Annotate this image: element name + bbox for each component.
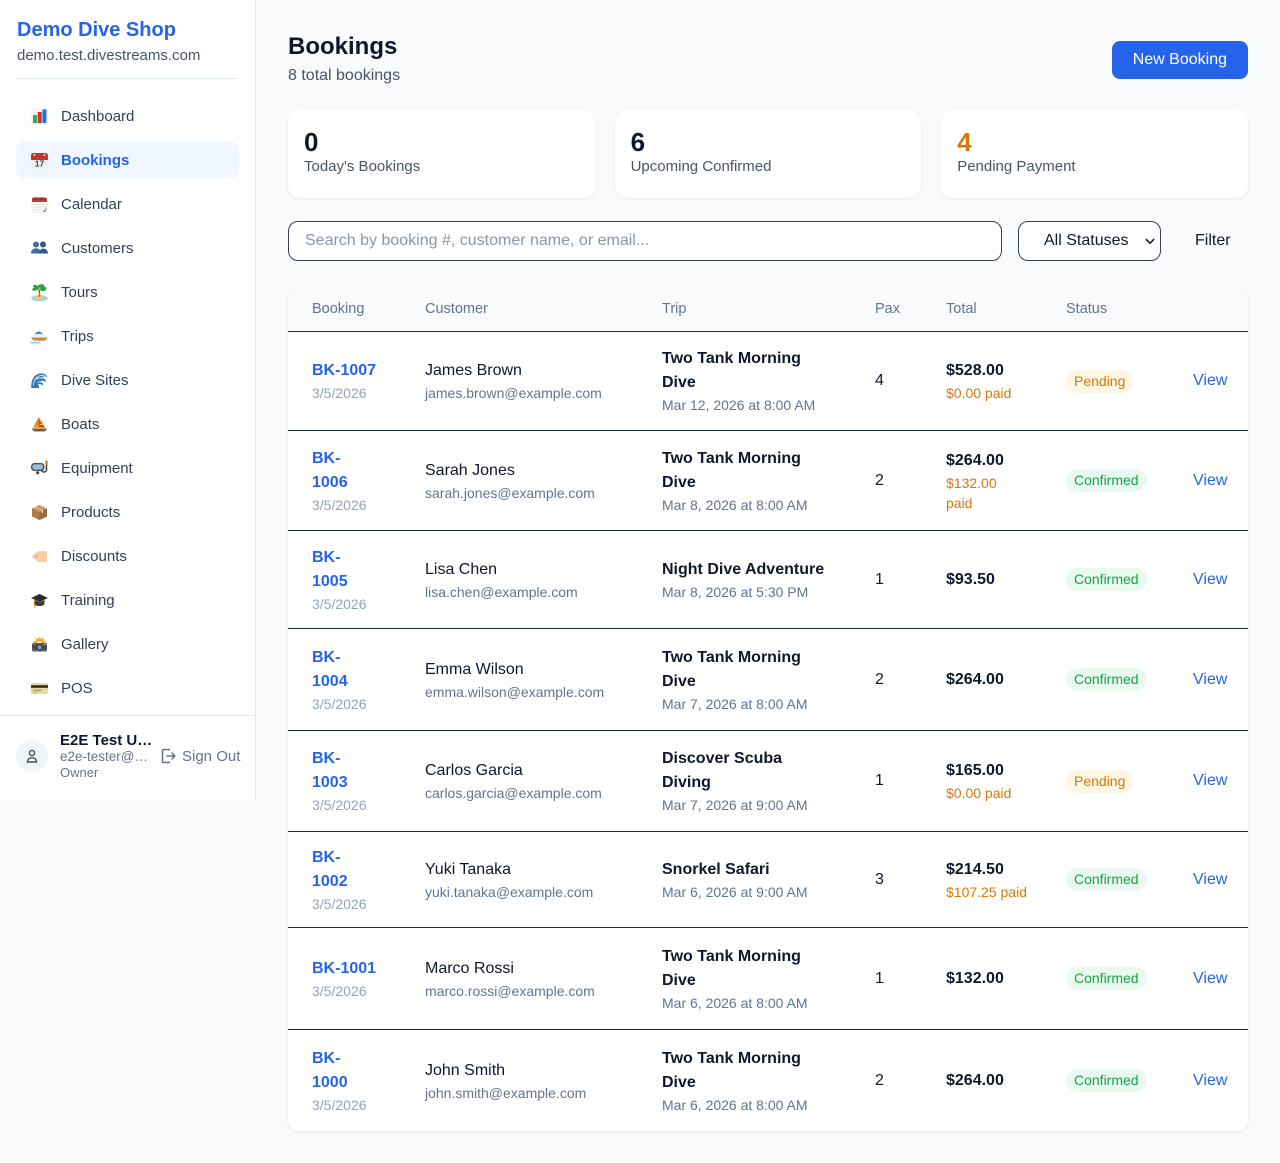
svg-text:17: 17: [35, 158, 45, 168]
